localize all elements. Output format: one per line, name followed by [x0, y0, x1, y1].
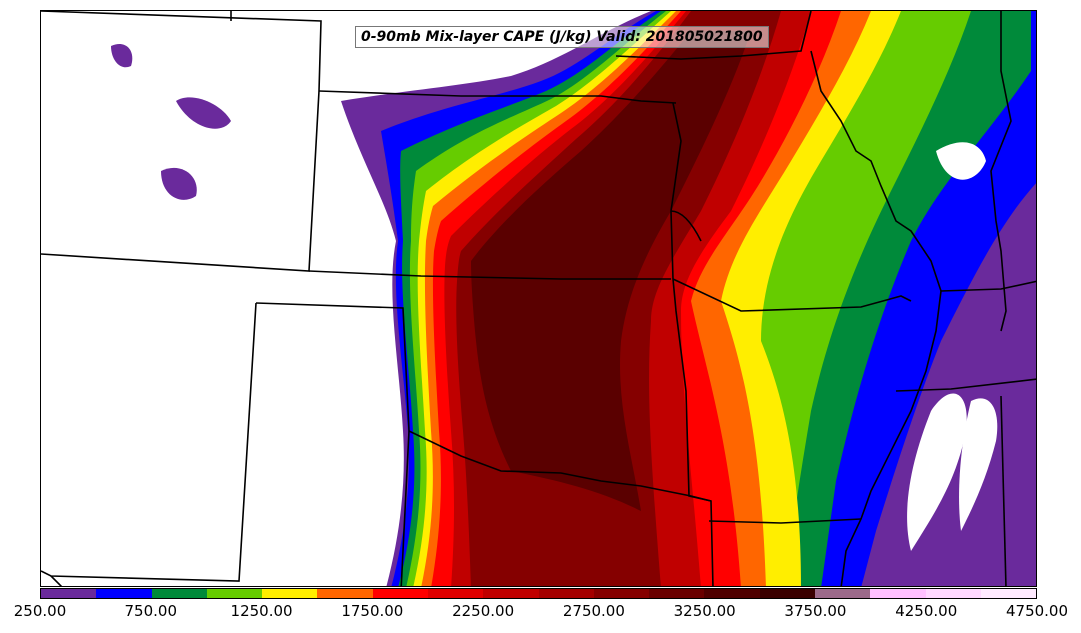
colorbar-swatch — [538, 589, 594, 598]
colorbar-tick-label: 4250.00 — [895, 602, 958, 620]
colorbar-swatch — [704, 589, 760, 598]
colorbar — [40, 588, 1037, 599]
cape-contour-fill — [111, 11, 1036, 586]
state-boundaries — [41, 11, 1036, 586]
colorbar-swatch — [427, 589, 484, 598]
colorbar-swatch — [593, 589, 650, 598]
colorbar-swatch — [814, 589, 871, 598]
colorbar-swatch — [41, 589, 97, 598]
colorbar-swatch — [870, 589, 926, 598]
colorbar-tick-label: 250.00 — [13, 602, 67, 620]
colorbar-tick-label: 1750.00 — [341, 602, 404, 620]
colorbar-swatch — [925, 589, 981, 598]
colorbar-tick-label: 1250.00 — [230, 602, 293, 620]
colorbar-swatch — [980, 589, 1037, 598]
colorbar-swatch — [151, 589, 207, 598]
colorbar-swatch — [262, 589, 318, 598]
colorbar-tick-label: 2250.00 — [452, 602, 515, 620]
colorbar-swatch — [372, 589, 428, 598]
colorbar-tick-label: 750.00 — [124, 602, 178, 620]
colorbar-tick-label: 3250.00 — [673, 602, 736, 620]
colorbar-tick-label: 3750.00 — [784, 602, 847, 620]
colorbar-tick-label: 2750.00 — [562, 602, 625, 620]
map-panel: 0-90mb Mix-layer CAPE (J/kg) Valid: 2018… — [40, 10, 1037, 587]
colorbar-swatch — [649, 589, 705, 598]
colorbar-swatch — [96, 589, 152, 598]
cape-field-map — [41, 11, 1036, 586]
colorbar-swatch — [483, 589, 539, 598]
colorbar-tick-label: 4750.00 — [1005, 602, 1069, 620]
colorbar-swatch — [317, 589, 373, 598]
colorbar-swatch — [206, 589, 263, 598]
colorbar-swatch — [759, 589, 815, 598]
map-title: 0-90mb Mix-layer CAPE (J/kg) Valid: 2018… — [355, 26, 769, 48]
